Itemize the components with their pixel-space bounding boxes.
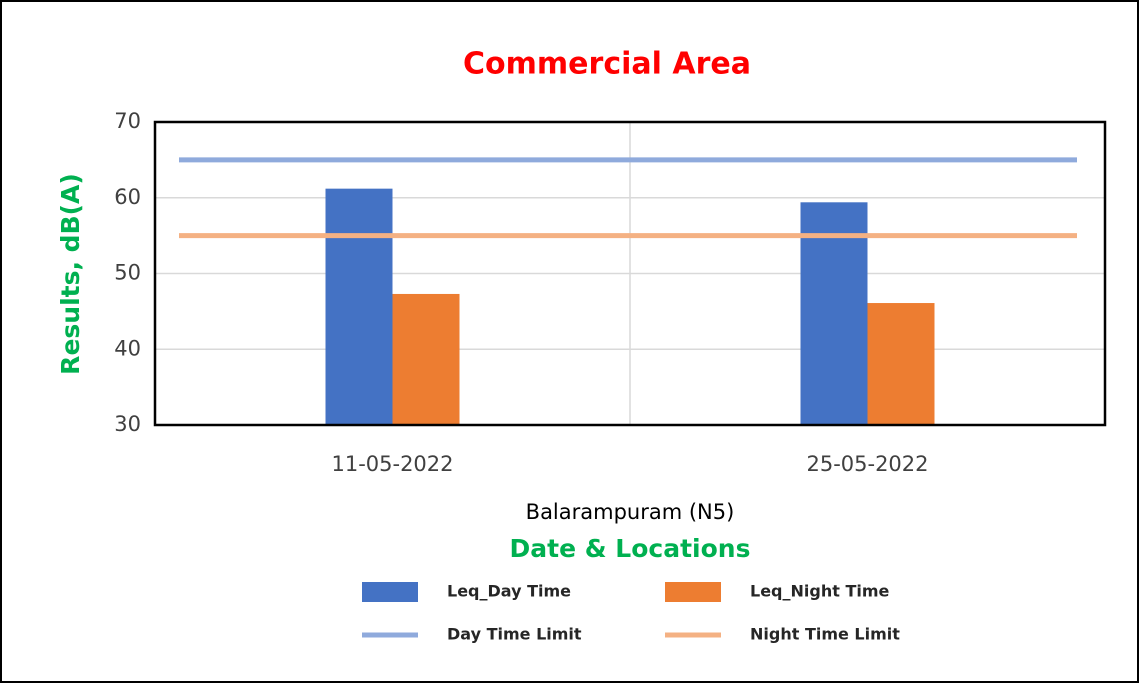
bar	[867, 303, 935, 425]
x-axis-title: Date & Locations	[510, 534, 751, 563]
chart-title: Commercial Area	[463, 47, 751, 82]
x-tick-label: 25-05-2022	[806, 452, 928, 476]
y-axis-title: Results, dB(A)	[56, 173, 85, 375]
legend-label: Leq_Day Time	[447, 582, 571, 601]
y-tick-label: 50	[114, 261, 141, 285]
bar	[325, 188, 393, 425]
legend-swatch	[665, 582, 721, 602]
legend-label: Leq_Night Time	[750, 582, 890, 601]
y-tick-label: 40	[114, 336, 141, 360]
x-tick-label: 11-05-2022	[331, 452, 453, 476]
y-tick-label: 70	[114, 109, 141, 133]
group-label: Balarampuram (N5)	[526, 500, 735, 524]
legend-swatch	[362, 582, 418, 602]
bar	[392, 293, 460, 425]
legend-label: Night Time Limit	[750, 625, 900, 644]
y-tick-label: 60	[114, 185, 141, 209]
legend-label: Day Time Limit	[447, 625, 582, 644]
plot-border	[153, 120, 1107, 427]
bar	[800, 202, 868, 425]
y-tick-label: 30	[114, 412, 141, 436]
